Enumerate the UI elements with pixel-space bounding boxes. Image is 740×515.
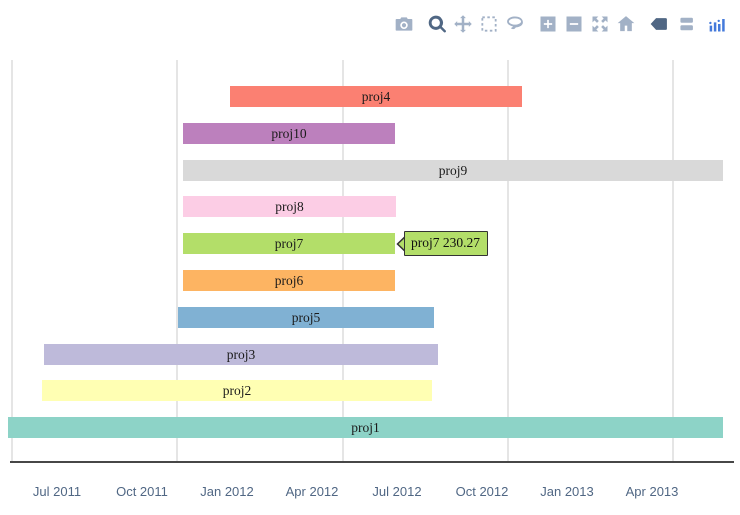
gantt-bar-proj4[interactable]: proj4 [230,86,522,107]
modebar-button-plotly-logo[interactable] [708,14,728,34]
x-axis-line [10,461,734,463]
gantt-bar-proj7[interactable]: proj7 [183,233,395,254]
zoom-in-icon [540,16,556,32]
camera-icon [395,17,413,31]
modebar-group [538,14,636,34]
modebar-button-pan[interactable] [453,14,473,34]
x-tick-label: Jul 2012 [372,484,422,499]
gantt-bar-proj1[interactable]: proj1 [8,417,723,438]
x-tick-label: Jan 2012 [200,484,254,499]
bar-label: proj5 [291,309,321,325]
bar-label: proj1 [351,419,380,435]
bar-label: proj2 [222,382,252,398]
plotly-logo-icon [709,19,725,32]
modebar-group [394,14,414,34]
bar-label: proj7 [274,235,304,251]
gantt-bar-proj8[interactable]: proj8 [183,196,396,217]
pan-arrows-icon [454,15,472,33]
x-tick-label: Oct 2012 [455,484,509,499]
x-gridline [672,60,674,462]
tooltip-arrow-icon [396,234,406,253]
gantt-bar-proj2[interactable]: proj2 [42,380,432,401]
x-tick-label: Apr 2013 [625,484,679,499]
hover-closest-icon [650,18,667,30]
bar-label: proj10 [271,125,307,141]
x-gridline [507,60,509,462]
x-tick-label: Jan 2013 [540,484,594,499]
x-gridline [11,60,13,462]
bar-label: proj4 [361,88,391,104]
modebar-button-download-png[interactable] [394,14,414,34]
x-gridline [176,60,178,462]
tooltip-label: proj7 230.27 [404,231,488,257]
gantt-bar-proj10[interactable]: proj10 [183,123,395,144]
modebar-button-zoom-out[interactable] [564,14,584,34]
modebar-group [427,14,525,34]
x-tick-label: Oct 2011 [116,484,168,499]
zoom-out-icon [566,16,582,32]
modebar-button-zoom-in[interactable] [538,14,558,34]
bar-label: proj9 [438,162,468,178]
bar-label: proj8 [275,198,304,214]
modebar-group [708,14,728,34]
hover-compare-icon [680,17,693,31]
zoom-icon [428,15,446,33]
plotly-modebar [394,14,728,34]
bar-label: proj3 [226,346,256,362]
modebar-group [649,14,695,34]
x-tick-label: Apr 2012 [285,484,339,499]
box-select-icon [481,16,497,32]
gantt-bar-proj6[interactable]: proj6 [183,270,395,291]
modebar-button-box-select[interactable] [479,14,499,34]
x-tick-label: Jul 2011 [32,484,82,499]
lasso-icon [507,16,523,30]
modebar-button-zoom[interactable] [427,14,447,34]
gantt-bar-proj3[interactable]: proj3 [44,344,438,365]
modebar-button-hover-compare[interactable] [675,14,695,34]
modebar-button-reset-axes[interactable] [616,14,636,34]
hover-tooltip: proj7 230.27 [396,231,488,257]
modebar-button-autoscale[interactable] [590,14,610,34]
home-icon [617,16,635,32]
modebar-button-hover-closest[interactable] [649,14,669,34]
x-gridline [342,60,344,462]
gantt-bar-proj9[interactable]: proj9 [183,160,723,181]
modebar-button-lasso-select[interactable] [505,14,525,34]
bar-label: proj6 [274,272,304,288]
autoscale-icon [592,16,608,32]
gantt-bar-proj5[interactable]: proj5 [178,307,434,328]
